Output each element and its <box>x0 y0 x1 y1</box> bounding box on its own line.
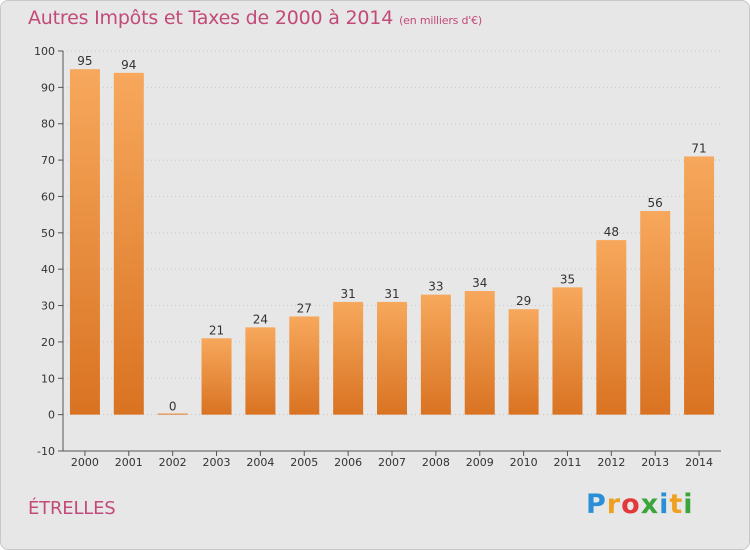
bar-2003 <box>201 338 232 415</box>
y-tick-label: -10 <box>37 445 55 458</box>
bar-value-label: 94 <box>121 58 136 72</box>
brand-letter: i <box>659 489 670 520</box>
bar-value-label: 34 <box>472 276 487 290</box>
bar-value-label: 29 <box>516 294 531 308</box>
brand-letter: x <box>640 489 660 520</box>
chart-title: Autres Impôts et Taxes de 2000 à 2014 (en… <box>28 7 482 29</box>
brand-letter: t <box>669 489 684 520</box>
bar-2010 <box>508 309 539 415</box>
bar-value-label: 24 <box>253 312 268 326</box>
axes <box>58 50 721 456</box>
x-tick-label: 2013 <box>641 456 669 469</box>
x-tick-label: 2010 <box>510 456 538 469</box>
bar-value-label: 31 <box>384 287 399 301</box>
y-tick-label: 20 <box>41 336 55 349</box>
bar-2014 <box>684 156 715 415</box>
bar-value-label: 56 <box>648 196 663 210</box>
chart-title-text: Autres Impôts et Taxes de 2000 à 2014 <box>28 7 394 29</box>
x-tick-label: 2005 <box>290 456 318 469</box>
x-tick-label: 2000 <box>71 456 99 469</box>
bar-2008 <box>420 294 451 415</box>
labels: -10 0 10 20 30 40 50 60 70 80 90 100 95 2000 94 2001 0 20… <box>34 45 713 469</box>
y-tick-label: 0 <box>48 409 55 422</box>
y-tick-label: 80 <box>41 118 55 131</box>
bar-2004 <box>245 327 276 415</box>
y-tick-label: 70 <box>41 154 55 167</box>
bar-value-label: 35 <box>560 272 575 286</box>
x-tick-label: 2002 <box>159 456 187 469</box>
brand-letter: r <box>606 489 622 520</box>
bar-2002 <box>157 413 188 415</box>
x-tick-label: 2006 <box>334 456 362 469</box>
bar-2009 <box>464 291 495 415</box>
bar-value-label: 27 <box>297 301 312 315</box>
bars <box>69 69 715 415</box>
bar-value-label: 71 <box>691 141 706 155</box>
bar-value-label: 95 <box>77 54 92 68</box>
y-tick-label: 50 <box>41 227 55 240</box>
brand-letter: i <box>683 489 694 520</box>
bar-2007 <box>377 301 407 415</box>
x-tick-label: 2012 <box>597 456 625 469</box>
bar-2012 <box>596 240 627 415</box>
y-tick-label: 40 <box>41 263 55 276</box>
bar-value-label: 0 <box>169 400 177 414</box>
x-tick-label: 2003 <box>203 456 231 469</box>
x-tick-label: 2007 <box>378 456 406 469</box>
bar-value-label: 33 <box>428 280 443 294</box>
city-name: ÉTRELLES <box>28 498 116 519</box>
x-tick-label: 2011 <box>553 456 581 469</box>
y-tick-label: 100 <box>34 45 55 58</box>
bar-value-label: 48 <box>604 225 619 239</box>
y-tick-label: 60 <box>41 190 55 203</box>
bar-value-label: 21 <box>209 323 224 337</box>
y-tick-label: 30 <box>41 300 55 313</box>
brand-letter: o <box>621 489 641 520</box>
y-tick-label: 90 <box>41 81 55 94</box>
x-tick-label: 2014 <box>685 456 713 469</box>
bar-value-label: 31 <box>340 287 355 301</box>
x-tick-label: 2001 <box>115 456 143 469</box>
bar-2005 <box>289 316 320 415</box>
bar-2001 <box>113 72 144 415</box>
brand-letter: P <box>586 489 607 520</box>
bar-2011 <box>552 287 583 415</box>
bar-2013 <box>640 211 671 415</box>
bar-2006 <box>333 301 364 415</box>
x-tick-label: 2004 <box>246 456 274 469</box>
bar-2000 <box>69 69 100 415</box>
brand-logo[interactable]: Proxiti <box>586 489 694 520</box>
chart-unit: (en milliers d'€) <box>399 14 482 27</box>
x-tick-label: 2008 <box>422 456 450 469</box>
x-tick-label: 2009 <box>466 456 494 469</box>
y-tick-label: 10 <box>41 372 55 385</box>
